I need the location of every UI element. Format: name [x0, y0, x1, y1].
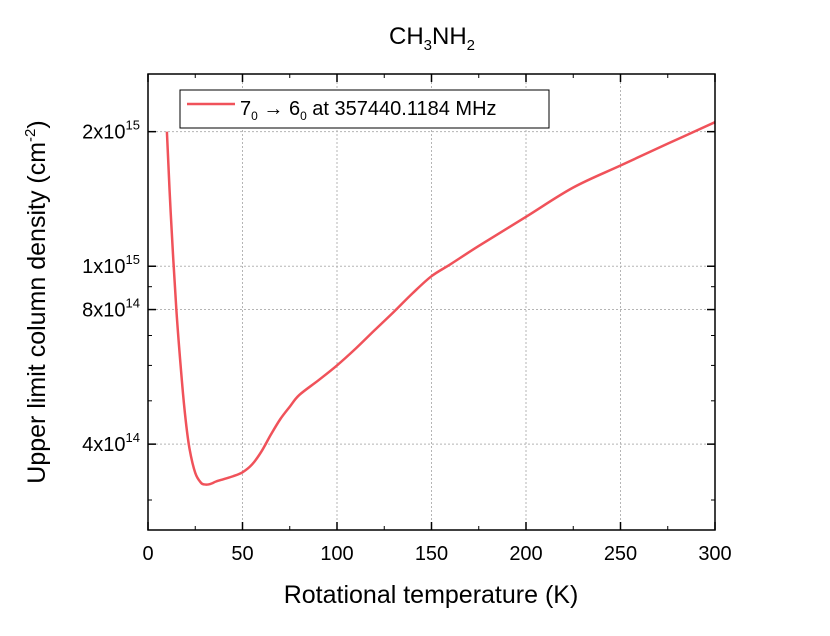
- y-tick-exponent: 15: [126, 252, 140, 267]
- y-axis-label-sup: -2: [22, 129, 39, 142]
- y-tick-label: 4x1014: [82, 430, 140, 456]
- series-layer: [165, 121, 716, 486]
- x-tick-label: 150: [415, 543, 448, 565]
- x-tick-label: 0: [142, 543, 153, 565]
- y-tick-label: 8x1014: [82, 296, 140, 322]
- y-axis-label: Upper limit column density (cm-2): [22, 120, 51, 483]
- series-line: [165, 121, 716, 486]
- y-tick-mantissa: 8x10: [82, 300, 125, 322]
- chart-title-sub1: 3: [424, 37, 432, 54]
- y-tick-exponent: 14: [126, 296, 140, 311]
- chart-title-main: CH: [389, 23, 424, 50]
- y-axis-label-main: Upper limit column density (cm: [23, 142, 51, 484]
- y-tick-mantissa: 1x10: [82, 256, 125, 278]
- y-tick-label: 2x1015: [82, 118, 140, 144]
- y-tick-exponent: 15: [126, 118, 140, 133]
- legend-a: 7: [240, 98, 251, 120]
- legend-box: [179, 89, 550, 129]
- legend: 70 → 60 at 357440.1184 MHz: [179, 89, 550, 129]
- legend-rest: at 357440.1184 MHz: [307, 98, 497, 120]
- x-tick-label: 100: [320, 543, 353, 565]
- legend-b: 6: [289, 98, 300, 120]
- y-tick-mantissa: 4x10: [82, 434, 125, 456]
- chart-title-sub2: 2: [467, 37, 475, 54]
- chart-title-mid: NH: [432, 23, 467, 50]
- y-tick-label: 1x1015: [82, 252, 140, 278]
- legend-b-sub: 0: [300, 109, 307, 123]
- x-tick-label: 200: [509, 543, 542, 565]
- y-axis-label-close: ): [23, 120, 51, 128]
- grid: [148, 74, 715, 530]
- x-tick-labels: 0 50 100 150 200 250 300: [142, 543, 731, 565]
- legend-a-sub: 0: [251, 109, 258, 123]
- chart-title: CH3NH2: [389, 23, 475, 54]
- x-axis-label: Rotational temperature (K): [284, 581, 579, 609]
- legend-arrow: →: [258, 98, 289, 120]
- x-tick-label: 300: [698, 543, 731, 565]
- x-tick-label: 50: [231, 543, 253, 565]
- ticks-layer: [147, 74, 716, 530]
- x-tick-label: 250: [604, 543, 637, 565]
- y-tick-exponent: 14: [126, 430, 140, 445]
- y-tick-mantissa: 2x10: [82, 122, 125, 144]
- legend-entry: 70 → 60 at 357440.1184 MHz: [240, 98, 497, 123]
